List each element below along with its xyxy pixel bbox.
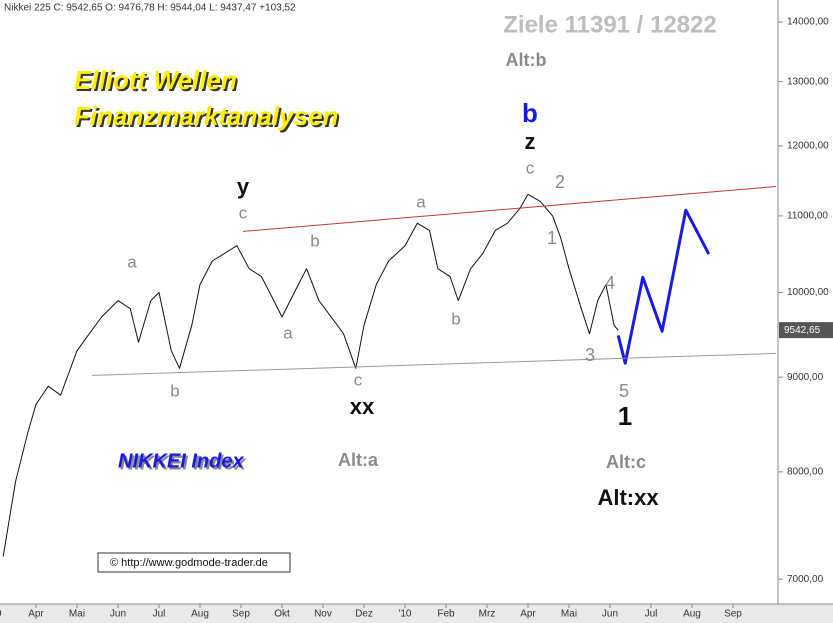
y-tick-label: 13000,00	[787, 76, 829, 87]
annotation: z	[525, 129, 536, 154]
last-price-label: 9542,65	[784, 325, 821, 336]
y-tick-label: 12000,00	[787, 141, 829, 152]
annotation: Alt:c	[606, 452, 646, 472]
annotation: xx	[350, 394, 375, 419]
y-tick-label: 9000,00	[787, 372, 824, 383]
x-tick-label: '09	[0, 609, 2, 620]
y-tick-label: 11000,00	[787, 211, 828, 222]
x-tick-label: Aug	[683, 609, 701, 620]
y-tick-label: 8000,00	[787, 466, 824, 477]
header: Nikkei 225 C: 9542,65 O: 9476,78 H: 9544…	[4, 3, 296, 14]
annotation-shadow: NIKKEI Index	[120, 452, 246, 474]
annotation: b	[451, 309, 460, 328]
x-tick-label: Dez	[355, 609, 373, 620]
x-tick-label: Jun	[110, 609, 126, 620]
x-tick-label: Apr	[520, 609, 536, 620]
x-tick-label: '10	[398, 609, 411, 620]
annotation: a	[416, 192, 426, 211]
annotation: Alt:b	[506, 50, 547, 70]
annotation: 1	[618, 401, 632, 431]
source-box	[97, 552, 291, 573]
x-tick-label: Sep	[232, 609, 250, 620]
annotation: Alt:a	[338, 450, 379, 470]
x-tick-label: Aug	[191, 609, 209, 620]
annotation: a	[283, 323, 293, 342]
x-tick-label: Mrz	[479, 609, 496, 620]
annotation: a	[127, 252, 137, 271]
annotation: b	[170, 381, 179, 400]
annotation: y	[237, 174, 250, 199]
series-line	[92, 352, 777, 376]
x-tick-label: Jul	[645, 609, 658, 620]
annotation: 3	[585, 345, 595, 365]
annotation-shadow: Elliott Wellen	[76, 67, 239, 97]
annotation: c	[354, 370, 363, 389]
x-tick-label: Apr	[28, 609, 44, 620]
y-tick-label: 7000,00	[787, 574, 824, 585]
x-tick-label: Sep	[724, 609, 742, 620]
x-tick-label: Mai	[561, 609, 577, 620]
annotation: Ziele 11391 / 12822	[503, 11, 717, 38]
annotation: 2	[555, 172, 565, 192]
annotation: 1	[547, 228, 557, 248]
annotation: c	[526, 158, 535, 177]
last-price-box	[779, 322, 833, 339]
annotation: NIKKEI Index	[118, 450, 244, 472]
x-axis-band	[0, 604, 833, 623]
annotation: c	[239, 203, 248, 222]
x-tick-label: Mai	[69, 609, 85, 620]
series-line	[242, 186, 777, 232]
annotation: b	[522, 98, 538, 128]
annotation: 5	[619, 381, 629, 401]
x-tick-label: Okt	[274, 609, 290, 620]
annotation: 4	[605, 273, 615, 293]
y-tick-label: 14000,00	[787, 17, 829, 28]
annotation: Finanzmarktanalysen	[74, 101, 338, 131]
x-tick-label: Jun	[602, 609, 618, 620]
x-tick-label: Nov	[314, 609, 332, 620]
x-tick-label: Jul	[153, 609, 166, 620]
annotation: Elliott Wellen	[74, 65, 237, 95]
y-tick-label: 10000,00	[787, 287, 829, 298]
x-tick-label: Feb	[437, 609, 455, 620]
annotation-shadow: Finanzmarktanalysen	[76, 103, 340, 133]
series-line	[2, 193, 619, 557]
annotation: Alt:xx	[597, 485, 659, 510]
annotation: © http://www.godmode-trader.de	[110, 557, 268, 569]
annotation: b	[310, 231, 319, 250]
